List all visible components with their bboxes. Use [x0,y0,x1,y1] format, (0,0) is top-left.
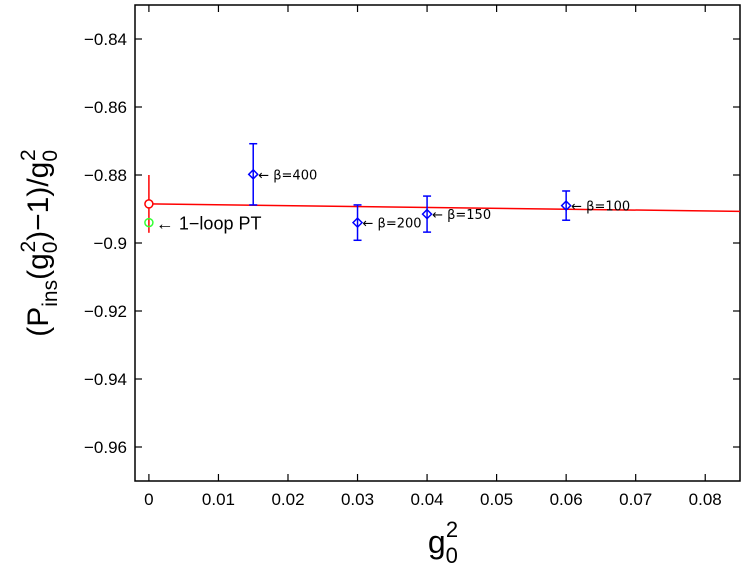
data-point-label: ← β=200 [363,217,422,232]
pt-point [144,217,154,228]
x-tick-label: 0.04 [411,490,444,509]
plot-frame [134,4,741,482]
y-tick-label: −0.88 [84,166,127,185]
data-point-diamond [247,168,259,180]
y-tick-label: −0.92 [84,302,127,321]
pt-point-label: ← 1−loop PT [156,214,262,234]
y-tick-label: −0.96 [84,438,127,457]
data-point-diamond [351,217,364,229]
x-tick-label: 0 [144,490,153,509]
y-tick-label: −0.84 [84,30,127,49]
fit-line [148,203,741,213]
x-tick-label: 0.05 [480,490,513,509]
x-tick-label: 0.03 [341,490,374,509]
y-tick-label: −0.86 [84,98,127,117]
y-tick-label: −0.94 [84,370,127,389]
x-axis-label: g02 [428,517,458,568]
x-tick-label: 0.02 [271,490,304,509]
data-point-label: ← β=150 [432,208,491,223]
data-point-label: ← β=100 [571,200,630,215]
data-point-label: ← β=400 [258,168,317,183]
y-tick-label: −0.9 [93,234,127,253]
data-point-diamond [560,200,572,212]
extrapolated-point [144,199,154,209]
x-tick-label: 0.01 [202,490,235,509]
x-tick-label: 0.08 [689,490,722,509]
x-tick-label: 0.07 [619,490,652,509]
x-tick-label: 0.06 [550,490,583,509]
data-point-diamond [421,208,433,220]
y-axis-label: (Pins(g02)−1)/g02 [17,149,62,337]
